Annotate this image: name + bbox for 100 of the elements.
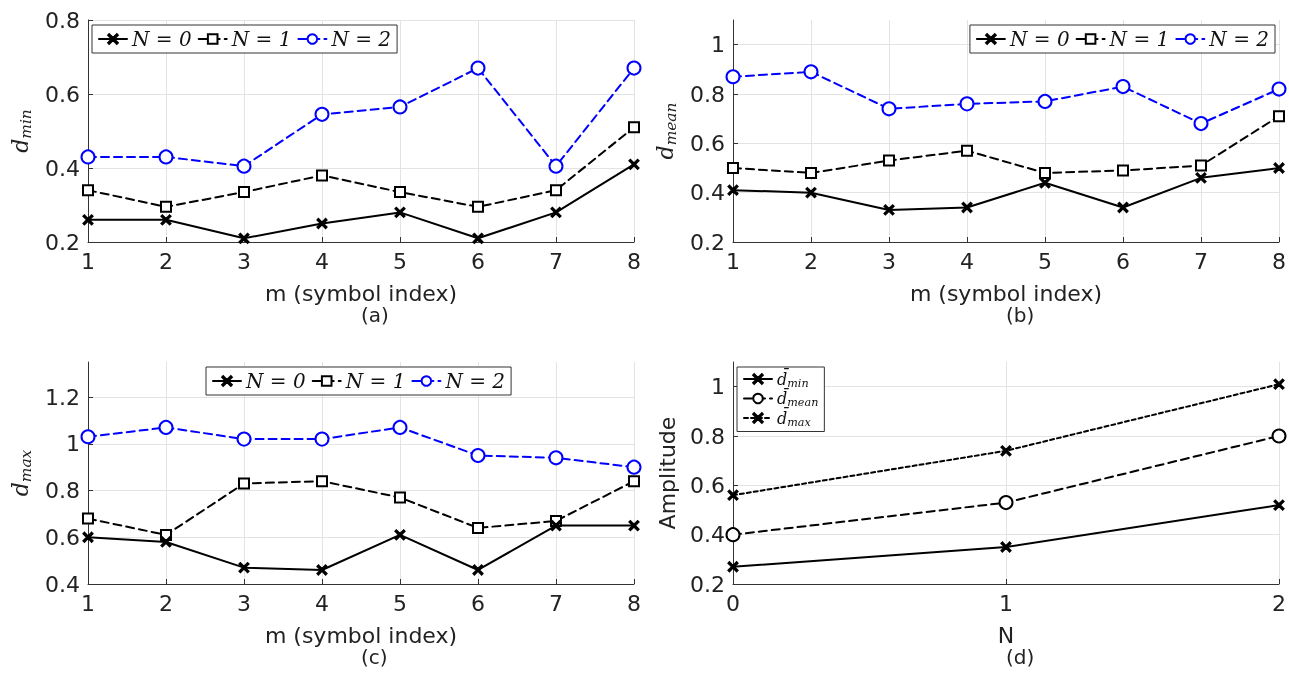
point (1273, 162, 1285, 174)
point (316, 169, 328, 182)
point (160, 214, 172, 226)
y-tick-label: 1 (711, 374, 725, 400)
point (472, 200, 484, 213)
x-tick-label: 2 (1272, 590, 1286, 616)
y-tick-label: 0.2 (690, 571, 725, 597)
x-tick-label: 2 (159, 248, 173, 274)
y-tick-label: 0.6 (45, 524, 80, 550)
point (394, 529, 406, 541)
point (392, 419, 408, 435)
point (82, 531, 94, 543)
y-tick-label: 0.8 (45, 7, 80, 33)
point (1273, 499, 1285, 511)
point (626, 60, 642, 76)
x-tick-label: 3 (237, 248, 251, 274)
point (392, 99, 408, 115)
point (1273, 378, 1285, 390)
point (470, 60, 486, 76)
y-tick-label: 1.2 (45, 384, 80, 410)
x-tick-label: 4 (960, 248, 974, 274)
point (1000, 445, 1012, 457)
y-axis-title: dmin (7, 109, 35, 153)
x-axis-title: m (symbol index) (264, 280, 458, 306)
point (727, 489, 739, 501)
point (1193, 116, 1209, 132)
point (727, 561, 739, 573)
y-axis-title: dmax (7, 449, 35, 497)
point (1115, 79, 1131, 95)
point (550, 184, 562, 197)
legend-label: N = 0 (1008, 27, 1070, 51)
y-axis-title: Amplitude (654, 416, 680, 530)
point (160, 200, 172, 213)
y-tick-label: 0.8 (690, 423, 725, 449)
point (805, 166, 817, 179)
point (316, 475, 328, 488)
x-tick-label: 3 (882, 248, 896, 274)
point (80, 149, 96, 165)
point (82, 512, 94, 525)
point (959, 96, 975, 112)
text: (a) (360, 303, 389, 327)
point (550, 520, 562, 532)
point (725, 527, 741, 543)
point (316, 564, 328, 576)
point (883, 204, 895, 216)
point (1195, 159, 1207, 172)
y-tick-label: 0.2 (45, 229, 80, 255)
point (1273, 110, 1285, 123)
point (472, 564, 484, 576)
point (394, 206, 406, 218)
x-tick-label: 2 (804, 248, 818, 274)
x-tick-label: 6 (1116, 248, 1130, 274)
point (82, 184, 94, 197)
y-tick-label: 0.8 (45, 478, 80, 504)
point (236, 158, 252, 174)
legend-label: N = 1 (344, 369, 406, 393)
text: (d) (1005, 645, 1035, 669)
point (238, 232, 250, 244)
y-tick-label: 1 (66, 431, 80, 457)
point (80, 429, 96, 445)
x-tick-label: 4 (315, 248, 329, 274)
point (628, 520, 640, 532)
point (805, 187, 817, 199)
y-tick-label: 0.4 (690, 180, 725, 206)
point (1271, 81, 1287, 97)
text: (c) (361, 645, 388, 669)
y-tick-label: 0.2 (690, 229, 725, 255)
legend-label: N = 2 (1208, 27, 1270, 51)
point (314, 431, 330, 447)
x-tick-label: 7 (549, 590, 563, 616)
point (238, 186, 250, 199)
x-tick-label: 6 (471, 248, 485, 274)
legend-label: N = 1 (1108, 27, 1170, 51)
y-tick-label: 0.6 (45, 81, 80, 107)
y-tick-label: 0.4 (45, 571, 80, 597)
point (472, 232, 484, 244)
point (628, 158, 640, 170)
y-tick-label: 1 (711, 32, 725, 58)
y-tick-label: 0.4 (45, 155, 80, 181)
point (82, 214, 94, 226)
point (727, 162, 739, 174)
point (727, 184, 739, 196)
point (548, 158, 564, 174)
point (314, 106, 330, 122)
point (238, 562, 250, 574)
legend-label: N = 2 (330, 27, 392, 51)
point (472, 521, 484, 534)
y-tick-label: 0.6 (690, 130, 725, 156)
point (316, 218, 328, 229)
y-tick-label: 0.6 (690, 472, 725, 498)
legend-label: N = 1 (230, 27, 292, 51)
legend-label: N = 2 (444, 369, 506, 393)
point (1271, 428, 1287, 444)
point (1000, 541, 1012, 553)
point (160, 536, 172, 548)
legend-label: N = 0 (245, 369, 306, 393)
point (1039, 166, 1051, 179)
point (1037, 93, 1053, 109)
point (961, 144, 973, 157)
point (998, 495, 1014, 511)
